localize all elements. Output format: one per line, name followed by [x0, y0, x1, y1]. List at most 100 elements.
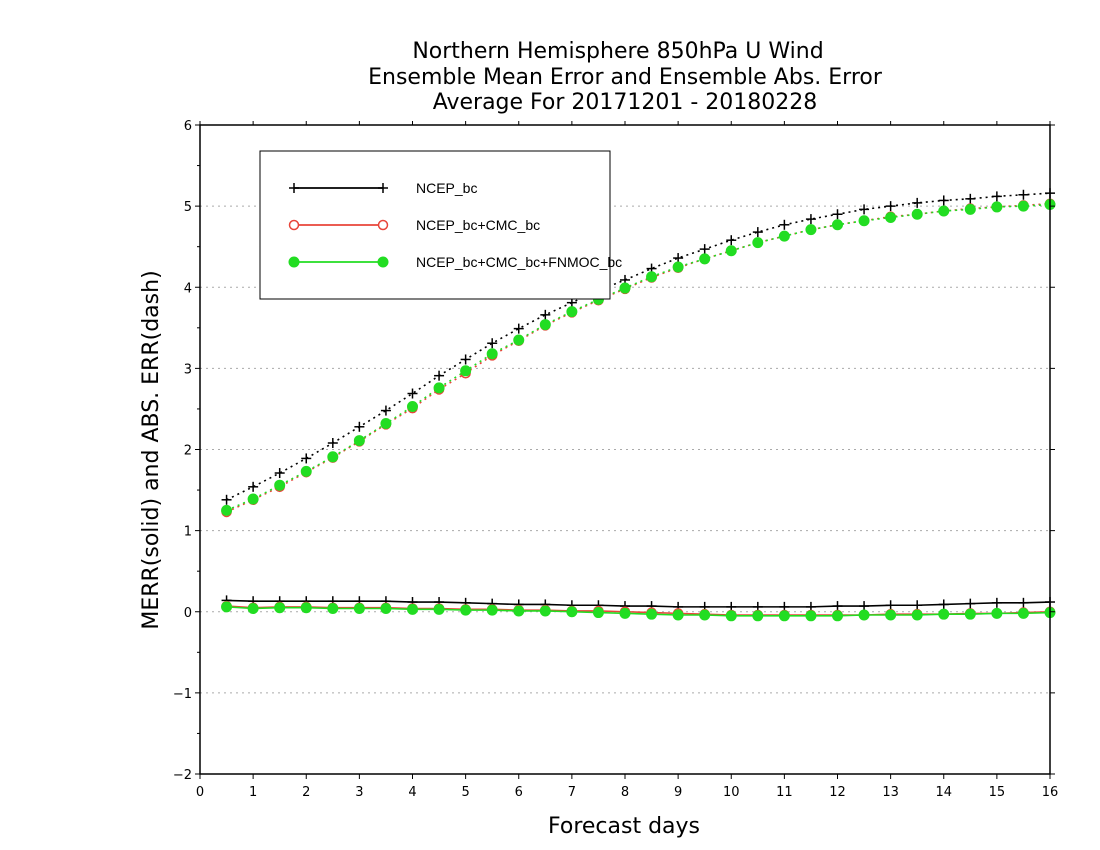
- mean-error-point: [327, 603, 339, 615]
- abs-error-point: [221, 494, 232, 505]
- abs-error-point: [778, 230, 790, 242]
- chart-title: Northern Hemisphere 850hPa U Wind: [412, 39, 823, 64]
- series-layer: [221, 188, 1056, 622]
- mean-error-point: [805, 610, 817, 622]
- mean-error-point: [619, 607, 631, 619]
- abs-error-point: [1018, 189, 1029, 200]
- abs-error-point: [248, 481, 259, 492]
- abs-error-point: [964, 203, 976, 215]
- mean-error-point: [380, 603, 392, 615]
- x-tick-label: 14: [935, 785, 952, 800]
- mean-error-point: [592, 607, 604, 619]
- mean-error-point: [778, 610, 790, 622]
- abs-error-point: [274, 479, 286, 491]
- y-tick-label: −2: [173, 768, 192, 783]
- mean-error-point: [885, 600, 896, 611]
- y-tick-label: 4: [184, 281, 192, 296]
- x-tick-label: 7: [568, 785, 576, 800]
- mean-error-point: [859, 601, 870, 612]
- abs-error-point: [380, 405, 391, 416]
- x-tick-label: 4: [408, 785, 416, 800]
- mean-error-point: [832, 610, 843, 622]
- abs-error-point: [327, 451, 339, 463]
- legend-marker: [288, 256, 300, 268]
- mean-error-point: [672, 609, 684, 621]
- mean-error-point: [912, 600, 923, 611]
- legend-marker: [377, 256, 389, 268]
- mean-error-point: [1018, 597, 1029, 608]
- x-tick-label: 5: [461, 785, 469, 800]
- mean-error-point: [911, 609, 923, 621]
- legend-marker: [289, 183, 299, 193]
- abs-error-point: [672, 261, 684, 273]
- mean-error-point: [725, 610, 737, 622]
- abs-error-point: [433, 382, 445, 394]
- legend-label: NCEP_bc: [416, 180, 477, 196]
- abs-error-point: [540, 309, 551, 320]
- mean-error-point: [885, 609, 897, 621]
- mean-error-point: [938, 599, 949, 610]
- abs-error-point: [805, 224, 817, 236]
- y-tick-label: 1: [184, 525, 192, 540]
- legend-marker: [377, 219, 389, 231]
- abs-error-point: [699, 253, 711, 265]
- x-tick-label: 8: [621, 785, 629, 800]
- mean-error-point: [858, 609, 870, 621]
- mean-error-point: [964, 608, 976, 620]
- abs-error-point: [779, 219, 790, 230]
- mean-error-point: [539, 605, 551, 617]
- abs-error-point: [274, 468, 285, 479]
- abs-error-point: [859, 204, 870, 215]
- x-tick-label: 12: [829, 785, 846, 800]
- legend-marker: [288, 219, 300, 231]
- abs-error-point: [912, 197, 923, 208]
- abs-error-point: [354, 421, 365, 432]
- abs-error-point: [460, 354, 471, 365]
- legend-entry: NCEP_bc+CMC_bc+FNMOC_bc: [288, 254, 622, 270]
- x-tick-label: 3: [355, 785, 363, 800]
- mean-error-point: [991, 607, 1003, 619]
- mean-error-point: [1017, 607, 1029, 619]
- abs-error-point: [805, 214, 816, 225]
- mean-error-point: [221, 601, 233, 613]
- abs-error-point: [885, 201, 896, 212]
- y-tick-label: 0: [184, 606, 192, 621]
- mean-error-point: [247, 603, 259, 615]
- abs-error-point: [301, 453, 312, 464]
- x-tick-label: 15: [989, 785, 1006, 800]
- mean-error-point: [513, 605, 525, 617]
- abs-error-point: [938, 205, 950, 217]
- y-tick-label: 3: [184, 362, 192, 377]
- x-tick-label: 6: [515, 785, 523, 800]
- mean-error-point: [832, 601, 843, 612]
- abs-error-point: [353, 435, 365, 447]
- y-tick-label: 2: [184, 444, 192, 459]
- abs-error-point: [327, 438, 338, 449]
- chart-subtitle-dates: Average For 20171201 - 20180228: [433, 90, 818, 115]
- mean-error-point: [300, 602, 312, 614]
- abs-error-point: [221, 504, 233, 516]
- mean-error-point: [965, 598, 976, 609]
- abs-error-line: [226, 192, 1051, 501]
- abs-error-point: [486, 348, 498, 360]
- legend-entry: NCEP_bc+CMC_bc: [288, 217, 540, 233]
- y-tick-label: −1: [173, 687, 192, 702]
- abs-error-point: [911, 208, 923, 220]
- x-axis-label: Forecast days: [548, 814, 700, 839]
- x-tick-label: 9: [674, 785, 682, 800]
- legend-label: NCEP_bc+CMC_bc: [416, 217, 540, 233]
- abs-error-point: [513, 334, 525, 346]
- abs-error-point: [434, 370, 445, 381]
- legend: NCEP_bc NCEP_bc+CMC_bc NCEP_bc+CMC_bc+FNMO…: [259, 150, 622, 300]
- series-NCEP_bc: [221, 188, 1055, 612]
- mean-error-point: [699, 609, 711, 621]
- abs-error-point: [566, 306, 578, 318]
- grid-lines: [200, 205, 1050, 694]
- abs-error-point: [832, 209, 843, 220]
- mean-error-point: [460, 604, 472, 616]
- abs-error-point: [247, 493, 259, 505]
- abs-error-point: [380, 418, 392, 430]
- legend-label: NCEP_bc+CMC_bc+FNMOC_bc: [416, 254, 622, 270]
- abs-error-point: [407, 388, 418, 399]
